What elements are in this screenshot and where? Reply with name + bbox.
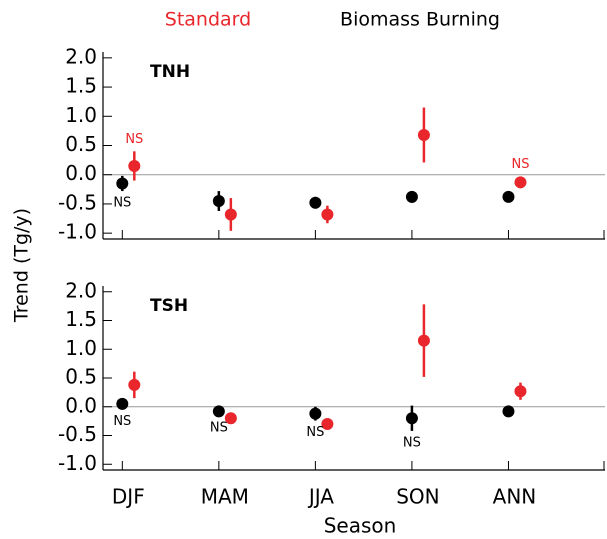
y-tick-label: -0.5: [58, 422, 97, 446]
point: [405, 412, 418, 425]
x-tick-label: ANN: [493, 485, 537, 509]
x-tick-label: MAM: [201, 485, 249, 509]
y-tick-label: 1.0: [65, 103, 97, 127]
legend-entry: Biomass Burning: [340, 9, 500, 31]
point-annotation: NS: [306, 425, 324, 440]
point: [502, 190, 515, 203]
y-tick-label: 0.0: [65, 161, 97, 185]
point: [224, 208, 237, 221]
point: [514, 176, 527, 189]
point-annotation: NS: [511, 157, 529, 172]
point: [405, 190, 418, 203]
y-tick-label: 1.5: [65, 74, 97, 98]
point: [116, 397, 129, 410]
panel-title: TSH: [150, 296, 188, 316]
point: [116, 177, 129, 190]
x-tick-label: JJA: [307, 485, 334, 509]
point: [224, 412, 237, 425]
point: [128, 159, 141, 172]
point-annotation: NS: [113, 196, 131, 211]
point: [321, 208, 334, 221]
point: [309, 407, 322, 420]
point: [212, 405, 225, 418]
point-annotation: NS: [210, 420, 228, 435]
x-tick-label: DJF: [112, 485, 145, 509]
x-axis-label: Season: [324, 514, 397, 538]
point: [309, 196, 322, 209]
y-tick-label: 0.5: [65, 365, 97, 389]
y-tick-label: -1.0: [58, 451, 97, 475]
point-annotation: NS: [403, 435, 421, 450]
point: [417, 334, 430, 347]
y-tick-label: 2.0: [65, 44, 97, 68]
point-annotation: NS: [125, 132, 143, 147]
y-tick-label: 2.0: [65, 278, 97, 302]
y-tick-label: -0.5: [58, 190, 97, 214]
panel-title: TNH: [150, 62, 190, 82]
point: [417, 128, 430, 141]
point: [212, 195, 225, 208]
point: [128, 378, 141, 391]
point: [502, 405, 515, 418]
x-tick-label: SON: [396, 485, 439, 509]
y-tick-label: -1.0: [58, 220, 97, 244]
y-tick-label: 1.0: [65, 336, 97, 360]
legend-entry: Standard: [165, 9, 251, 31]
y-tick-label: 1.5: [65, 307, 97, 331]
point: [321, 418, 334, 430]
y-axis-label: Trend (Tg/y): [11, 208, 33, 323]
point-annotation: NS: [113, 414, 131, 429]
y-tick-label: 0.0: [65, 393, 97, 417]
y-tick-label: 0.5: [65, 132, 97, 156]
point: [514, 385, 527, 398]
